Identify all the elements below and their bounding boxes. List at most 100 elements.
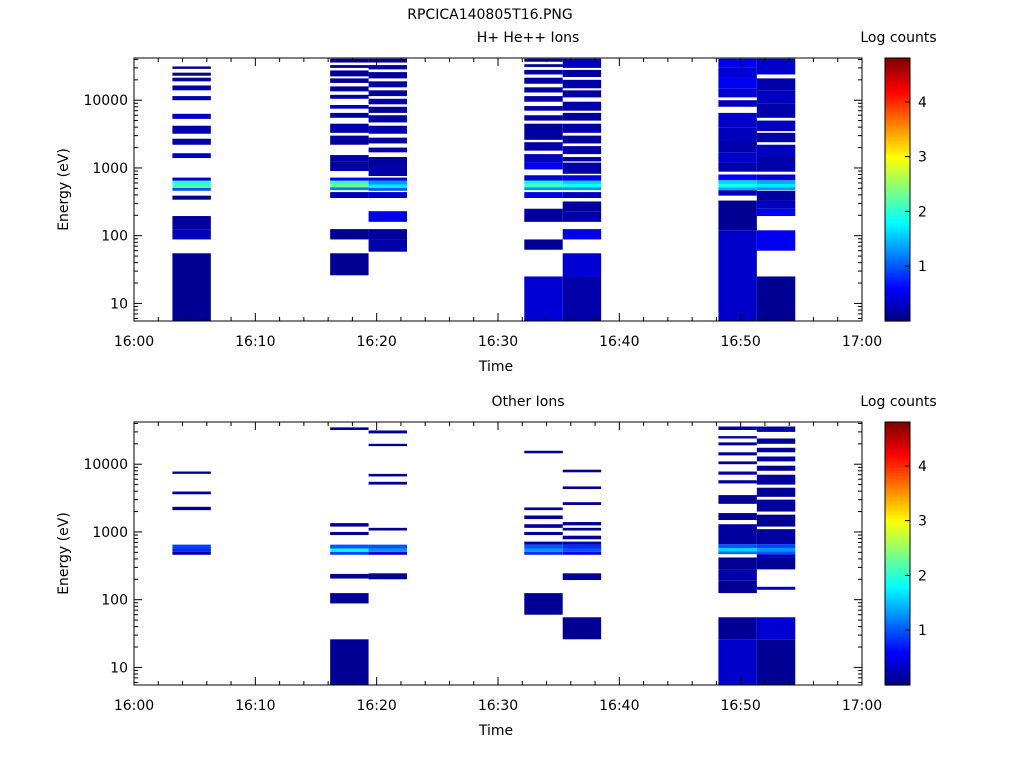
x-axis-label: Time [478, 723, 513, 739]
colorbar-step [885, 496, 910, 500]
colorbar-step [885, 259, 910, 263]
spectrogram-cell [562, 187, 602, 191]
colorbar: 1 2 3 4 Log counts [860, 394, 937, 686]
spectrogram-cell [172, 491, 211, 495]
colorbar-step [885, 235, 910, 239]
colorbar-step [885, 75, 910, 79]
spectrogram-cell [524, 524, 563, 528]
colorbar-step [885, 566, 910, 570]
spectrogram-cell [524, 551, 563, 555]
colorbar-step [885, 507, 910, 511]
colorbar: 1 2 3 4 Log counts [860, 30, 937, 322]
colorbar-step [885, 645, 910, 649]
x-tick-label: 16:30 [478, 334, 518, 350]
spectrogram-cell [524, 515, 563, 520]
colorbar-step [885, 595, 910, 598]
spectrogram-cell [330, 593, 369, 604]
spectrogram-cell [172, 125, 211, 134]
colorbar-step [885, 599, 910, 603]
spectrogram-cell [756, 144, 796, 157]
colorbar-step [885, 217, 910, 221]
colorbar-step [885, 246, 910, 250]
colorbar-tick-label: 3 [918, 514, 927, 530]
colorbar-step [885, 525, 910, 528]
colorbar-step [885, 285, 910, 289]
spectrogram-cell [718, 77, 757, 89]
spectrogram-cell [172, 85, 211, 91]
spectrogram-cell [756, 208, 796, 217]
spectrogram-cell [524, 192, 563, 198]
spectrogram-cell [718, 569, 757, 581]
colorbar-tick-label: 4 [918, 459, 927, 475]
colorbar-step [885, 121, 910, 125]
spectrogram-cell [524, 87, 563, 93]
colorbar-step [885, 428, 910, 432]
spectrogram-cell [172, 187, 211, 191]
x-tick-label: 16:50 [720, 698, 760, 714]
colorbar-tick-label: 2 [918, 568, 927, 584]
x-tick-label: 16:50 [720, 334, 760, 350]
panel-title: H+ He++ Ions [477, 30, 580, 46]
colorbar-step [885, 207, 910, 210]
colorbar-step [885, 125, 910, 129]
colorbar-step [885, 489, 910, 493]
colorbar-step [885, 95, 910, 99]
colorbar-step [885, 516, 910, 520]
spectrogram-cell [330, 180, 369, 184]
colorbar-step [885, 248, 910, 252]
colorbar-step [885, 296, 910, 300]
colorbar-step [885, 209, 910, 213]
spectrogram-cell [756, 103, 796, 118]
colorbar-step [885, 446, 910, 449]
colorbar-step [885, 481, 910, 484]
spectrogram-cell [718, 580, 757, 594]
colorbar-step [885, 483, 910, 487]
spectrogram-cell [718, 436, 757, 439]
colorbar-step [885, 575, 910, 579]
colorbar-step [885, 457, 910, 460]
colorbar-step [885, 101, 910, 105]
x-axis-label: Time [478, 359, 513, 375]
colorbar-step [885, 191, 910, 195]
spectrogram-cell [718, 452, 757, 456]
colorbar-step [885, 667, 910, 671]
spectrogram-cell [562, 502, 602, 505]
colorbar-step [885, 660, 910, 664]
spectrogram-cell [172, 177, 211, 181]
spectrogram-cell [562, 229, 602, 240]
spectrogram-cell [368, 229, 407, 240]
spectrogram-cell [172, 72, 211, 76]
colorbar-step [885, 632, 910, 636]
colorbar-step [885, 628, 910, 631]
spectrogram-cell [368, 147, 407, 153]
spectrogram-cell [562, 90, 602, 98]
colorbar-step [885, 435, 910, 438]
spectrogram-cell [756, 426, 796, 432]
spectrogram-cell [330, 192, 369, 198]
spectrogram-cell [524, 208, 563, 222]
spectrogram-cell [718, 513, 757, 521]
spectrogram-cell [172, 216, 211, 230]
spectrogram-cell [172, 180, 211, 185]
spectrogram-cell [756, 90, 796, 104]
spectrogram-cell [524, 64, 563, 67]
colorbar-step [885, 422, 910, 425]
spectrogram-cell [562, 548, 602, 552]
spectrogram-cell [524, 106, 563, 111]
spectrogram-cell [368, 137, 407, 144]
spectrogram-cells [172, 426, 796, 685]
spectrogram-cell [368, 81, 407, 88]
colorbar-frame [884, 421, 911, 686]
spectrogram-cell [756, 78, 796, 91]
spectrogram-cell [718, 190, 757, 196]
spectrogram-cell [562, 541, 602, 545]
spectrogram-cell [330, 551, 369, 555]
colorbar-step [885, 60, 910, 63]
colorbar-step [885, 274, 910, 278]
x-tick-label: 16:30 [478, 698, 518, 714]
colorbar-step [885, 242, 910, 245]
spectrogram-cell [562, 535, 602, 540]
spectrogram-cell [368, 481, 407, 485]
colorbar-step [885, 573, 910, 577]
spectrogram-cell [368, 192, 407, 198]
